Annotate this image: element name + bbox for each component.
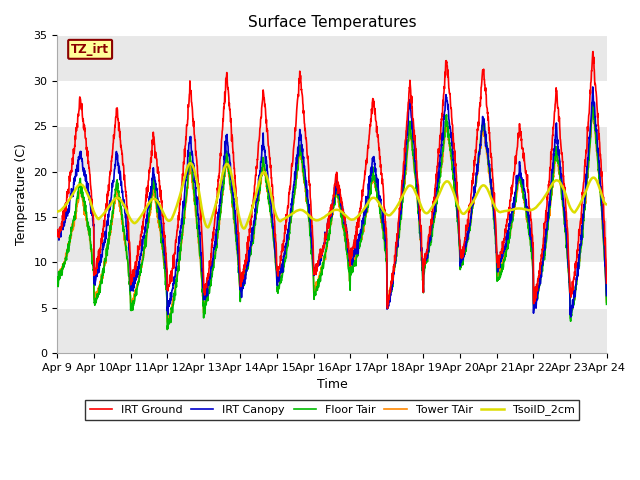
IRT Ground — [54, 227, 61, 233]
Tower TAir — [492, 231, 499, 237]
TsoilD_2cm — [207, 218, 214, 224]
IRT Ground — [570, 277, 577, 283]
IRT Canopy — [554, 148, 562, 154]
Line: Floor Tair: Floor Tair — [58, 101, 607, 330]
TsoilD_2cm — [570, 209, 577, 215]
IRT Canopy — [570, 298, 577, 303]
Bar — [58, 126, 607, 171]
IRT Canopy — [207, 271, 214, 276]
Floor Tair — [554, 158, 562, 164]
Tower TAir — [570, 297, 577, 302]
TsoilD_2cm — [492, 205, 500, 211]
IRT Ground — [603, 280, 611, 286]
Title: Surface Temperatures: Surface Temperatures — [248, 15, 416, 30]
Tower TAir — [207, 275, 214, 281]
IRT Ground — [384, 306, 392, 312]
Bar — [58, 36, 607, 81]
TsoilD_2cm — [603, 202, 611, 207]
Tower TAir — [54, 272, 61, 277]
Floor Tair — [589, 98, 596, 104]
IRT Ground — [360, 181, 367, 187]
Bar — [58, 308, 607, 353]
Floor Tair — [348, 265, 356, 271]
Tower TAir — [348, 261, 356, 266]
Tower TAir — [360, 219, 368, 225]
IRT Ground — [492, 221, 499, 227]
Line: IRT Ground: IRT Ground — [58, 51, 607, 309]
Tower TAir — [554, 163, 562, 169]
IRT Canopy — [54, 229, 61, 235]
Y-axis label: Temperature (C): Temperature (C) — [15, 144, 28, 245]
IRT Ground — [589, 48, 597, 54]
Tower TAir — [603, 299, 611, 305]
IRT Canopy — [360, 213, 367, 219]
Floor Tair — [163, 327, 171, 333]
TsoilD_2cm — [240, 226, 248, 231]
Bar — [58, 217, 607, 263]
IRT Canopy — [567, 314, 575, 320]
TsoilD_2cm — [348, 217, 356, 223]
Floor Tair — [570, 302, 577, 308]
IRT Canopy — [348, 260, 355, 265]
IRT Canopy — [589, 84, 596, 90]
IRT Ground — [348, 253, 355, 259]
Floor Tair — [603, 301, 611, 307]
Line: IRT Canopy: IRT Canopy — [58, 87, 607, 317]
IRT Canopy — [492, 229, 499, 235]
IRT Canopy — [603, 293, 611, 299]
TsoilD_2cm — [360, 206, 368, 212]
TsoilD_2cm — [555, 178, 563, 184]
Floor Tair — [54, 279, 61, 285]
Floor Tair — [492, 241, 499, 247]
Line: TsoilD_2cm: TsoilD_2cm — [58, 163, 607, 228]
IRT Ground — [207, 262, 214, 268]
Floor Tair — [360, 223, 368, 229]
X-axis label: Time: Time — [317, 378, 348, 392]
TsoilD_2cm — [187, 160, 195, 166]
Tower TAir — [164, 321, 172, 327]
Floor Tair — [207, 283, 214, 289]
TsoilD_2cm — [54, 209, 61, 215]
Text: TZ_irt: TZ_irt — [71, 43, 109, 56]
Tower TAir — [589, 105, 596, 111]
Line: Tower TAir: Tower TAir — [58, 108, 607, 324]
IRT Ground — [554, 106, 562, 111]
Legend: IRT Ground, IRT Canopy, Floor Tair, Tower TAir, TsoilD_2cm: IRT Ground, IRT Canopy, Floor Tair, Towe… — [85, 400, 579, 420]
